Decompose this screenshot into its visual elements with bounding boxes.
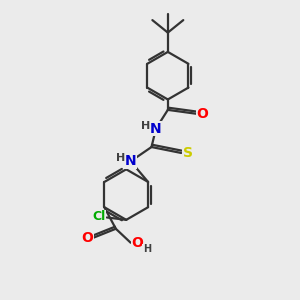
Text: S: S (183, 146, 193, 160)
Text: O: O (131, 236, 143, 250)
Text: N: N (150, 122, 162, 136)
Text: O: O (81, 231, 93, 245)
Text: H: H (143, 244, 151, 254)
Text: Cl: Cl (92, 210, 105, 224)
Text: H: H (116, 153, 125, 163)
Text: H: H (141, 121, 150, 130)
Text: O: O (197, 107, 208, 121)
Text: N: N (125, 154, 136, 168)
